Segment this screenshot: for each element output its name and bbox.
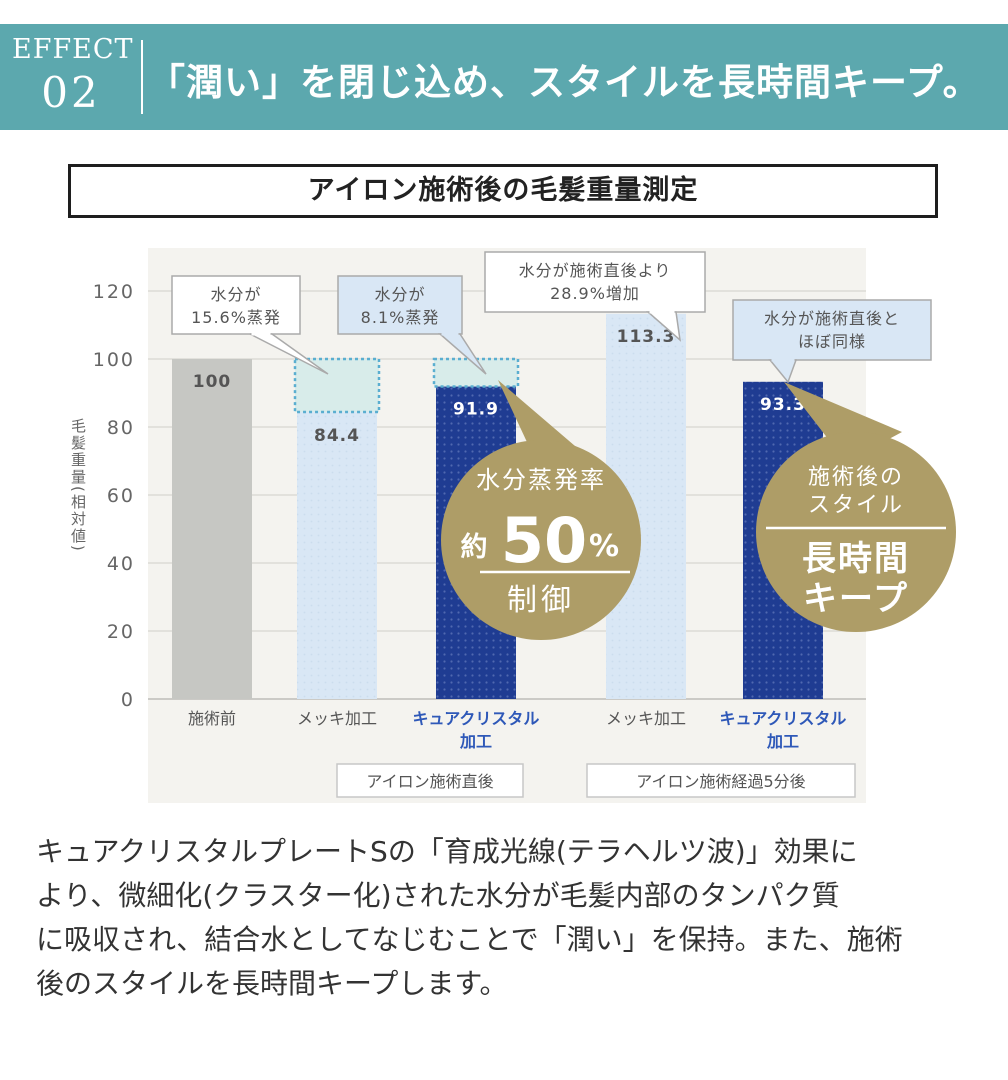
- x-category-label: キュアクリスタル: [720, 709, 847, 728]
- badge-text: 長時間: [802, 539, 910, 579]
- bar: [172, 359, 252, 699]
- header-divider: [141, 40, 143, 114]
- x-category-label: メッキ加工: [297, 709, 377, 728]
- x-category-label: 加工: [459, 732, 492, 751]
- badge-text: 水分蒸発率: [476, 466, 606, 494]
- badge-text: %: [589, 529, 619, 564]
- header-bar: [0, 24, 1008, 130]
- y-tick-label: 120: [93, 281, 135, 303]
- y-axis-label: 毛髪重量(相対値): [69, 418, 87, 553]
- badge-text: スタイル: [808, 493, 904, 518]
- effect-label: EFFECT: [12, 34, 134, 65]
- callout-text: 8.1%蒸発: [361, 308, 440, 327]
- chart: 0 20 40 60 80 100 120 100 施術前 84.4 メッキ加工 91.9 キュアクリ…: [69, 248, 956, 803]
- x-category-label: キュアクリスタル: [413, 709, 540, 728]
- badge-text: 施術後の: [808, 465, 904, 490]
- y-tick-label: 20: [107, 621, 135, 643]
- callout-text: 水分が施術直後と: [764, 309, 900, 328]
- bar-value-label: 93.3: [760, 395, 806, 415]
- group-label: アイロン施術直後: [366, 772, 493, 791]
- x-category-label: メッキ加工: [606, 709, 686, 728]
- callout-box: [171, 275, 301, 335]
- bar-value-label: 84.4: [314, 426, 360, 446]
- bar-value-label: 91.9: [453, 400, 499, 420]
- group-label-box: [336, 763, 524, 798]
- callout-box: [484, 251, 706, 313]
- chart-title: アイロン施術後の毛髪重量測定: [68, 164, 938, 218]
- badge-number: 50: [501, 504, 587, 577]
- group-label: アイロン施術経過5分後: [636, 772, 805, 791]
- y-tick-label: 0: [121, 689, 135, 711]
- body-line: 後のスタイルを長時間キープします。: [36, 967, 508, 1000]
- y-tick-label: 40: [107, 553, 135, 575]
- bar: [297, 412, 377, 699]
- callout-box: [337, 275, 463, 335]
- group-label-box: [586, 763, 856, 798]
- x-category-label: 施術前: [188, 709, 236, 728]
- badge-circle: [756, 432, 956, 632]
- callout-text: 15.6%蒸発: [191, 308, 281, 327]
- headline: 「潤い」を閉じ込め、スタイルを長時間キープ。: [148, 61, 981, 104]
- bar-value-label: 100: [193, 372, 232, 392]
- callout-text: 水分が: [374, 285, 425, 304]
- body-line: より、微細化(クラスター化)された水分が毛髪内部のタンパク質: [36, 879, 840, 912]
- callout-box: [732, 299, 932, 361]
- body-line: キュアクリスタルプレートSの「育成光線(テラヘルツ波)」効果に: [36, 835, 858, 868]
- y-tick-label: 60: [107, 485, 135, 507]
- body-text: キュアクリスタルプレートSの「育成光線(テラヘルツ波)」効果に より、微細化(ク…: [36, 830, 996, 1006]
- body-line: に吸収され、結合水としてなじむことで「潤い」を保持。また、施術: [36, 923, 903, 956]
- x-category-label: 加工: [766, 732, 799, 751]
- badge-circle: [441, 440, 641, 640]
- y-tick-label: 100: [93, 349, 135, 371]
- badge-text: 制御: [507, 583, 575, 618]
- bar-value-label: 113.3: [617, 327, 676, 347]
- badge-text: 約: [461, 531, 488, 563]
- callout-text: 水分が: [210, 285, 261, 304]
- evaporated-water-area: [293, 357, 381, 414]
- callout-text: 水分が施術直後より: [519, 261, 672, 280]
- callout-text: 28.9%増加: [550, 284, 640, 303]
- callout-text: ほぼ同様: [798, 332, 866, 351]
- effect-number: 02: [41, 68, 101, 117]
- badge-text: キープ: [803, 579, 909, 619]
- y-tick-label: 80: [107, 417, 135, 439]
